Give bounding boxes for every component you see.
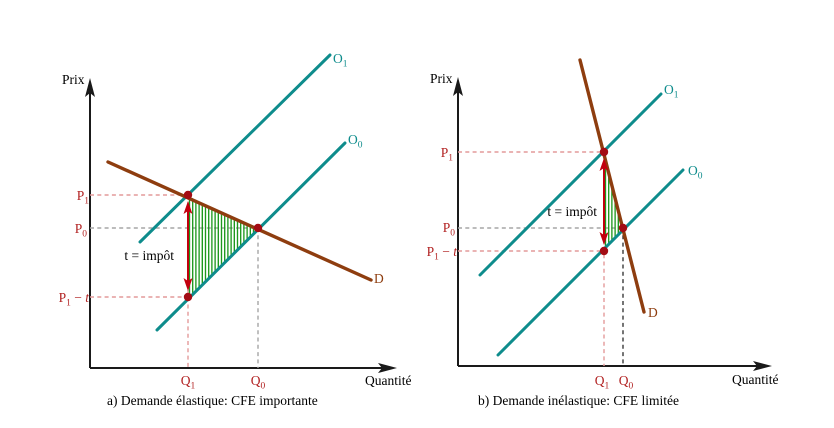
panel-a-caption: a) Demande élastique: CFE importante (107, 393, 318, 408)
label-q1: Q1 (181, 373, 196, 392)
x-axis-label: Quantité (365, 373, 412, 388)
point-p1-minus-t-q1 (183, 292, 193, 302)
y-axis-label: Prix (430, 71, 453, 86)
tax-arrow-down-head-icon (599, 232, 609, 245)
point-p0-q0 (253, 223, 263, 233)
panel-b: Prix Quantité O1 O0 D P1 P0 P1 − t Q1 Q0 t = impôt (427, 58, 779, 392)
point-p1-q1 (599, 147, 609, 157)
y-axis-arrowhead-icon (453, 77, 463, 96)
tax-arrow-up-head-icon (599, 158, 609, 171)
label-p1-minus-t: P1 − t (427, 244, 459, 263)
panel-b-caption: b) Demande inélastique: CFE limitée (478, 393, 679, 408)
tax-arrow-up-head-icon (183, 201, 193, 214)
supply-line-o1 (138, 53, 332, 244)
x-axis-label: Quantité (732, 372, 779, 387)
curve-label-d: D (374, 271, 384, 286)
tax-arrow-down-head-icon (183, 278, 193, 291)
tax-amount-label: t = impôt (547, 204, 597, 219)
label-q1: Q1 (595, 373, 610, 392)
point-p1-minus-t-q1 (599, 246, 609, 256)
curve-label-d: D (648, 305, 658, 320)
y-axis-label: Prix (62, 72, 85, 87)
label-q0: Q0 (251, 373, 266, 392)
y-axis-arrowhead-icon (85, 78, 95, 97)
demand-line (106, 160, 373, 282)
curve-label-o0: O0 (688, 163, 703, 182)
supply-line-o1 (478, 92, 663, 277)
point-p0-q0 (618, 223, 628, 233)
supply-line-o0 (496, 168, 685, 357)
curve-label-o1: O1 (664, 82, 679, 101)
tax-area-hatched (188, 196, 258, 298)
x-axis-arrowhead-icon (378, 363, 397, 373)
label-p1: P1 (441, 145, 454, 164)
curve-label-o0: O0 (348, 132, 363, 151)
x-axis-arrowhead-icon (753, 361, 772, 371)
panel-a: Prix Quantité O1 O0 D P1 P0 P1 − t Q1 Q0 t = impôt (59, 51, 412, 392)
tax-amount-label: t = impôt (124, 248, 174, 263)
label-p0: P0 (443, 220, 456, 239)
label-p0: P0 (75, 221, 88, 240)
demand-line (578, 58, 646, 314)
label-p1-minus-t: P1 − t (59, 290, 91, 309)
point-p1-q1 (183, 190, 193, 200)
label-p1: P1 (77, 188, 90, 207)
supply-line-o0 (155, 141, 347, 332)
curve-label-o1: O1 (333, 51, 348, 70)
label-q0: Q0 (619, 373, 634, 392)
